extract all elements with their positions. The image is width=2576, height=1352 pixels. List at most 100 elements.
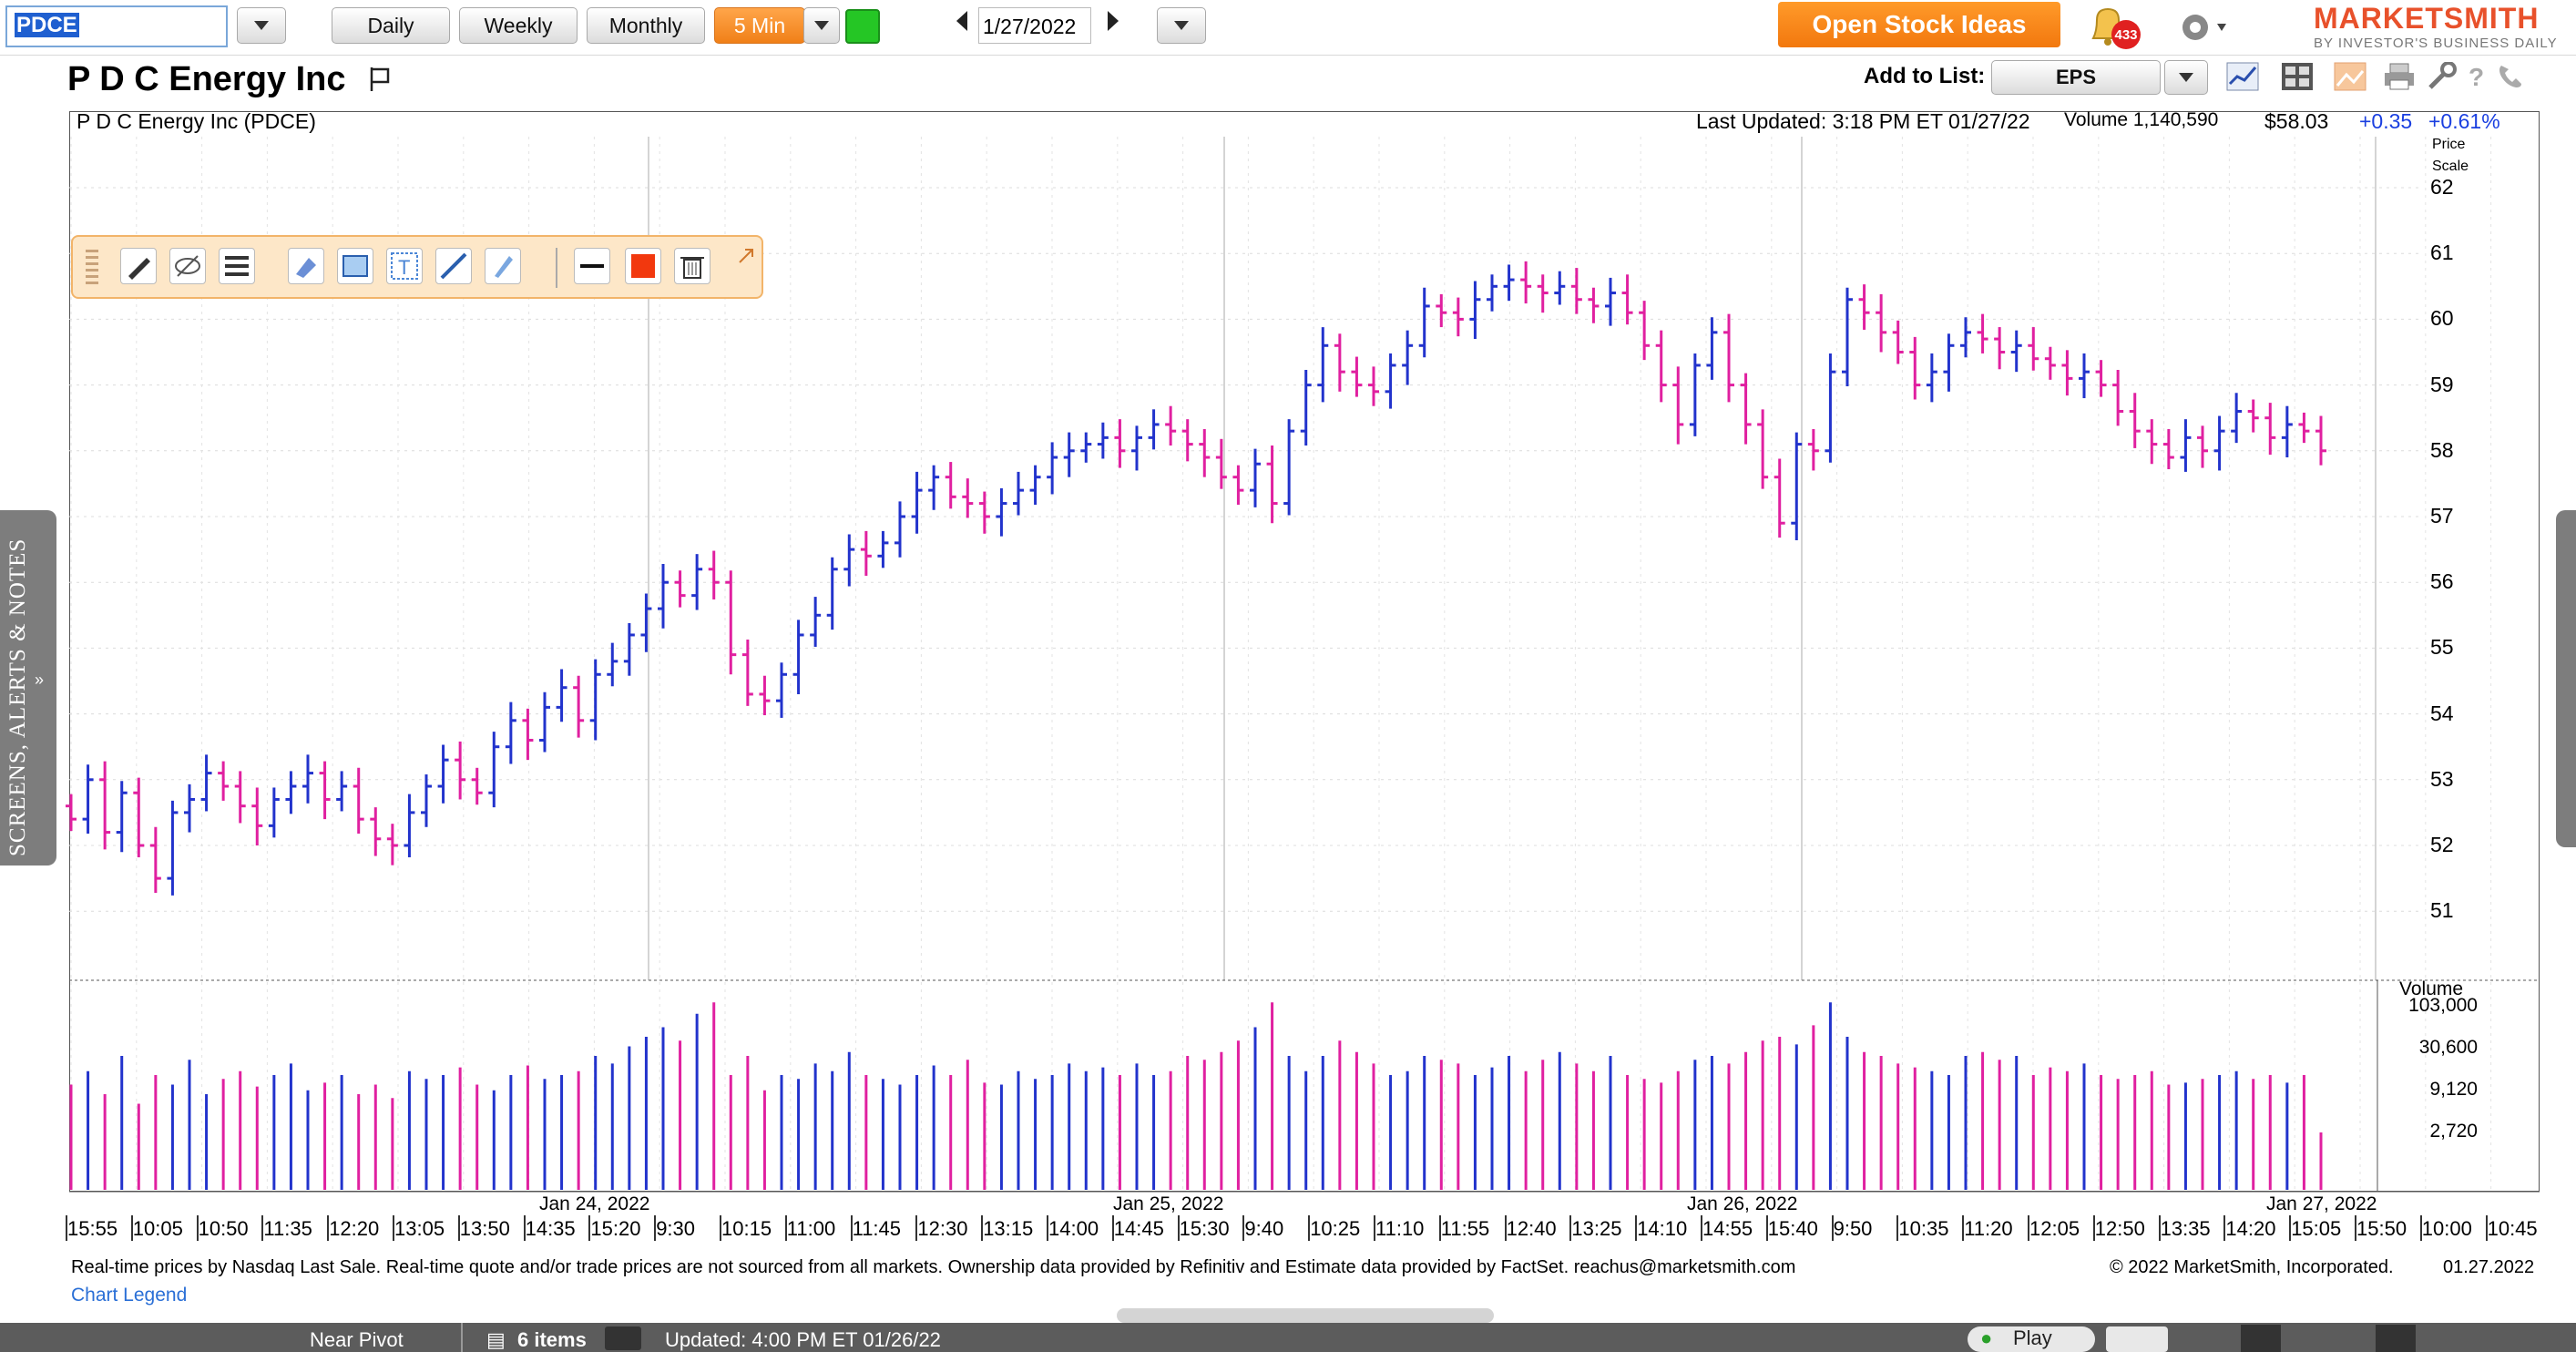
line-weight-button[interactable] bbox=[574, 248, 610, 284]
near-pivot-label[interactable]: Near Pivot bbox=[310, 1328, 404, 1351]
text-tool-button[interactable]: T bbox=[386, 248, 423, 284]
volume-axis-title: Volume bbox=[2399, 978, 2464, 999]
pencil-tool-button[interactable] bbox=[120, 248, 157, 284]
delete-drawing-button[interactable] bbox=[674, 248, 710, 284]
time-axis-label: 12:05 bbox=[2029, 1217, 2080, 1240]
add-to-list-dropdown-button[interactable] bbox=[2164, 60, 2208, 95]
price-tick-label: 52 bbox=[2430, 833, 2454, 856]
help-icon[interactable]: ? bbox=[2463, 62, 2489, 91]
add-to-list-label: Add to List: bbox=[1864, 64, 1986, 88]
flag-icon[interactable] bbox=[368, 66, 392, 93]
print-icon[interactable] bbox=[2383, 62, 2416, 91]
items-count-label: 6 items bbox=[517, 1328, 587, 1351]
interval-button[interactable]: 5 Min bbox=[714, 7, 805, 44]
tools-icon[interactable] bbox=[2427, 62, 2459, 91]
right-panel-tab[interactable] bbox=[2556, 510, 2576, 847]
chevron-down-icon bbox=[1174, 21, 1189, 30]
time-axis-tick bbox=[2092, 1215, 2095, 1241]
time-axis-label: 14:00 bbox=[1048, 1217, 1099, 1240]
time-axis-label: 14:20 bbox=[2225, 1217, 2276, 1240]
svg-text:T: T bbox=[398, 256, 410, 279]
symbol-dropdown-button[interactable] bbox=[237, 7, 286, 44]
date-forward-arrow-icon[interactable] bbox=[1108, 11, 1119, 31]
chart-type-icon[interactable] bbox=[2226, 62, 2259, 91]
date-dropdown-button[interactable] bbox=[1157, 7, 1206, 44]
settings-button[interactable] bbox=[2173, 7, 2232, 47]
time-axis-tick bbox=[1635, 1215, 1638, 1241]
time-axis-label: 11:35 bbox=[263, 1217, 312, 1240]
time-axis-tick bbox=[1374, 1215, 1375, 1241]
brush-tool-button[interactable] bbox=[485, 248, 521, 284]
list-menu-button[interactable] bbox=[605, 1326, 641, 1350]
time-axis-label: 10:05 bbox=[132, 1217, 183, 1240]
time-axis-label: 14:55 bbox=[1702, 1217, 1753, 1240]
price-tick-label: 60 bbox=[2430, 306, 2454, 331]
symbol-input[interactable]: PDCE bbox=[5, 5, 228, 47]
time-axis-label: 12:30 bbox=[917, 1217, 968, 1240]
drawing-toolbar[interactable]: T bbox=[71, 235, 763, 299]
time-axis-tick bbox=[393, 1215, 394, 1241]
price-tick-label: 62 bbox=[2430, 175, 2454, 199]
brush-icon bbox=[495, 256, 513, 278]
daily-button[interactable]: Daily bbox=[332, 7, 450, 44]
time-axis-tick bbox=[261, 1215, 264, 1241]
horizontal-scrollbar[interactable] bbox=[1117, 1308, 1494, 1323]
layout-grid-icon[interactable] bbox=[2281, 62, 2314, 91]
play-button[interactable]: ● Play bbox=[1968, 1326, 2095, 1352]
brand-name: MARKETSMITH bbox=[2314, 2, 2540, 35]
price-tick-label: 51 bbox=[2430, 898, 2454, 923]
highlighter-tool-button[interactable] bbox=[288, 248, 324, 284]
drawing-list-button[interactable] bbox=[219, 248, 255, 284]
time-axis-tick bbox=[2485, 1215, 2488, 1241]
color-picker-button[interactable] bbox=[625, 248, 661, 284]
time-axis-tick bbox=[588, 1215, 591, 1241]
drag-handle[interactable] bbox=[86, 250, 98, 286]
date-back-arrow-icon[interactable] bbox=[956, 11, 967, 31]
phone-icon[interactable] bbox=[2494, 62, 2527, 91]
price-scale-label: Scale bbox=[2432, 159, 2469, 174]
monthly-button[interactable]: Monthly bbox=[587, 7, 705, 44]
time-axis-tick bbox=[1831, 1215, 1834, 1241]
live-status-indicator[interactable] bbox=[845, 9, 880, 44]
time-axis-tick bbox=[2289, 1215, 2292, 1241]
notifications-button[interactable]: 433 bbox=[2084, 4, 2142, 51]
weekly-button[interactable]: Weekly bbox=[459, 7, 578, 44]
time-axis-tick bbox=[130, 1215, 133, 1241]
rectangle-tool-button[interactable] bbox=[337, 248, 373, 284]
date-input[interactable]: 1/27/2022 bbox=[978, 7, 1091, 44]
time-axis-label: 15:55 bbox=[67, 1217, 118, 1240]
price-tick-label: 57 bbox=[2430, 504, 2454, 527]
highlighter-icon bbox=[296, 258, 316, 278]
price-tick-label: 59 bbox=[2430, 372, 2454, 396]
volume-tick-label: 9,120 bbox=[2429, 1079, 2478, 1100]
time-axis-label: 13:35 bbox=[2160, 1217, 2211, 1240]
line-icon bbox=[440, 252, 467, 280]
open-stock-ideas-button[interactable]: Open Stock Ideas bbox=[1778, 2, 2060, 47]
time-axis-tick bbox=[654, 1215, 657, 1241]
toolbar-divider bbox=[556, 248, 557, 288]
time-axis-tick bbox=[1504, 1215, 1507, 1241]
add-to-list-select[interactable]: EPS bbox=[1991, 60, 2161, 95]
status-control-button[interactable] bbox=[2376, 1325, 2416, 1352]
expand-icon[interactable] bbox=[738, 246, 756, 264]
chart-legend-link[interactable]: Chart Legend bbox=[71, 1285, 188, 1306]
time-axis-tick bbox=[1047, 1215, 1048, 1241]
status-control-button[interactable] bbox=[2241, 1325, 2281, 1352]
play-options-dropdown[interactable] bbox=[2106, 1326, 2168, 1352]
time-axis-tick bbox=[2355, 1215, 2356, 1241]
screens-alerts-notes-tab[interactable]: SCREENS, ALERTS & NOTES » bbox=[0, 510, 56, 865]
time-axis-label: 9:30 bbox=[656, 1217, 696, 1240]
time-axis-label: 15:20 bbox=[590, 1217, 641, 1240]
image-export-icon[interactable] bbox=[2334, 62, 2366, 91]
list-updated-label: Updated: 4:00 PM ET 01/26/22 bbox=[665, 1328, 941, 1351]
hide-drawings-button[interactable] bbox=[169, 248, 206, 284]
time-axis-label: 15:05 bbox=[2291, 1217, 2342, 1240]
rectangle-icon bbox=[342, 255, 368, 277]
time-axis-label: 14:45 bbox=[1113, 1217, 1164, 1240]
line-tool-button[interactable] bbox=[435, 248, 472, 284]
chevron-down-icon bbox=[814, 21, 829, 30]
interval-dropdown-button[interactable] bbox=[803, 7, 840, 44]
time-axis-label: 15:40 bbox=[1767, 1217, 1818, 1240]
trash-icon bbox=[680, 257, 704, 279]
